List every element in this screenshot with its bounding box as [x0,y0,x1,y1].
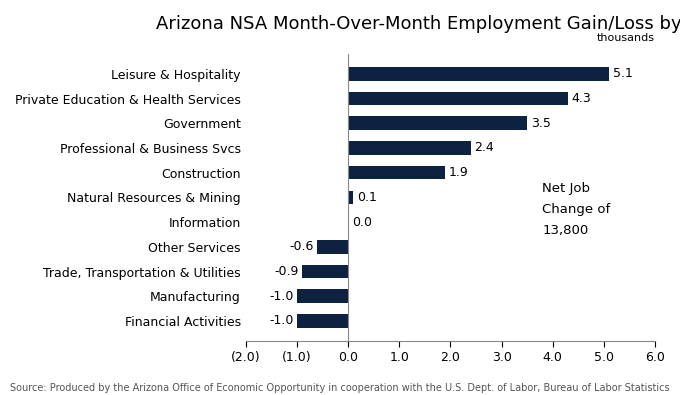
Text: -1.0: -1.0 [269,314,293,327]
Text: 0.0: 0.0 [352,216,372,229]
Text: 3.5: 3.5 [530,117,551,130]
Title: Arizona NSA Month-Over-Month Employment Gain/Loss by Sector: Arizona NSA Month-Over-Month Employment … [156,15,680,33]
Text: Source: Produced by the Arizona Office of Economic Opportunity in cooperation wi: Source: Produced by the Arizona Office o… [10,383,670,393]
Bar [348,92,568,105]
Bar [348,166,445,179]
Text: -0.6: -0.6 [290,240,313,253]
Text: thousands: thousands [597,32,655,43]
Text: 0.1: 0.1 [357,191,377,204]
Bar [348,67,609,81]
Bar [348,141,471,155]
Text: Net Job
Change of
13,800: Net Job Change of 13,800 [543,182,611,237]
Text: -0.9: -0.9 [274,265,299,278]
Text: -1.0: -1.0 [269,290,293,303]
Text: 4.3: 4.3 [572,92,592,105]
Bar [297,314,348,328]
Text: 5.1: 5.1 [613,67,632,80]
Bar [318,240,348,254]
Bar [348,117,527,130]
Text: 2.4: 2.4 [475,141,494,154]
Bar [348,191,353,204]
Text: 1.9: 1.9 [449,166,469,179]
Bar [302,265,348,278]
Bar [297,290,348,303]
